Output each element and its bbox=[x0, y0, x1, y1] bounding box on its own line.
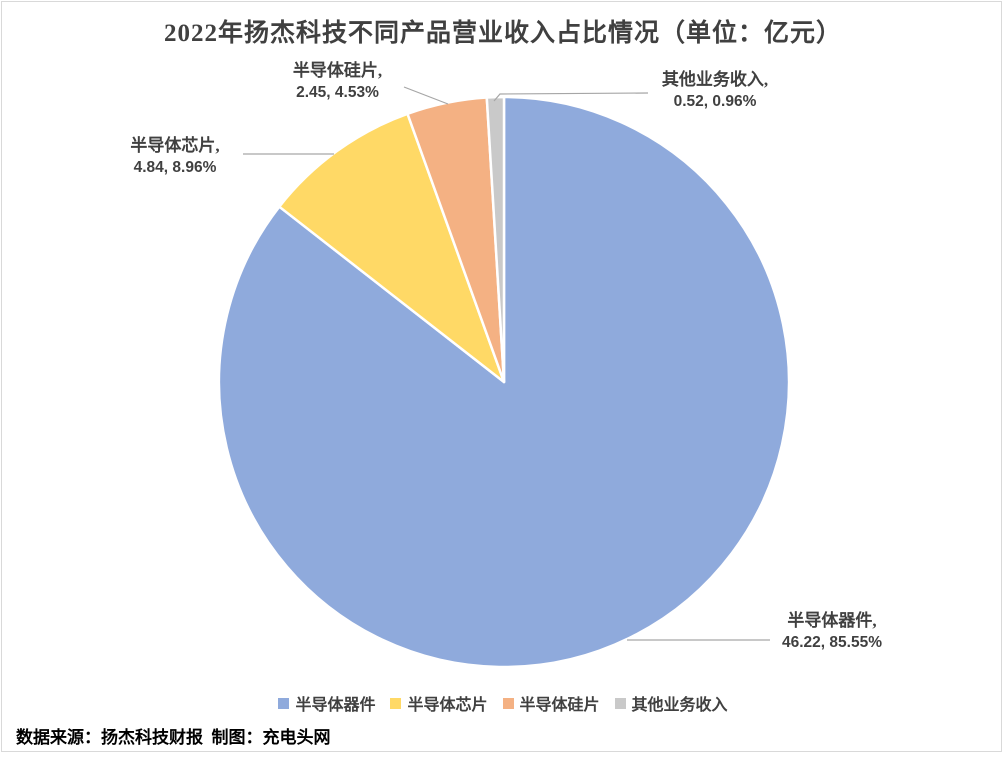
legend: 半导体器件 半导体芯片 半导体硅片 其他业务收入 bbox=[0, 691, 1006, 715]
leader-lines bbox=[243, 86, 770, 641]
legend-item-guipian: 半导体硅片 bbox=[502, 691, 600, 715]
legend-item-qijian: 半导体器件 bbox=[278, 691, 375, 715]
data-label-qijian-value: 46.22, 85.55% bbox=[782, 634, 882, 651]
data-label-xinpian-value: 4.84, 8.96% bbox=[133, 159, 217, 176]
legend-swatch-guipian bbox=[502, 697, 514, 709]
data-label-qita-value: 0.52, 0.96% bbox=[673, 93, 757, 110]
data-label-qita-name: 其他业务收入, bbox=[661, 70, 769, 89]
legend-label-qita: 其他业务收入 bbox=[631, 697, 728, 714]
leader-line-guipian bbox=[403, 86, 449, 105]
data-label-qita: 其他业务收入, 0.52, 0.96% bbox=[645, 69, 785, 113]
leader-line-qita bbox=[493, 92, 649, 102]
legend-swatch-qita bbox=[614, 697, 626, 709]
legend-label-xinpian: 半导体芯片 bbox=[407, 697, 488, 714]
data-label-qijian: 半导体器件, 46.22, 85.55% bbox=[757, 610, 907, 654]
data-label-xinpian: 半导体芯片, 4.84, 8.96% bbox=[105, 135, 245, 179]
source-note: 数据来源：扬杰科技财报 制图：充电头网 bbox=[16, 728, 331, 747]
legend-swatch-xinpian bbox=[390, 697, 402, 709]
legend-item-xinpian: 半导体芯片 bbox=[390, 691, 488, 715]
data-label-guipian: 半导体硅片, 2.45, 4.53% bbox=[265, 60, 410, 104]
chart-title: 2022年扬杰科技不同产品营业收入占比情况（单位：亿元） bbox=[163, 20, 842, 47]
data-label-guipian-value: 2.45, 4.53% bbox=[296, 84, 379, 101]
pie-slice-其他业务收入 bbox=[485, 95, 506, 384]
legend-label-guipian: 半导体硅片 bbox=[519, 697, 600, 714]
pie-slice-半导体芯片 bbox=[278, 112, 506, 384]
data-label-xinpian-name: 半导体芯片, bbox=[130, 136, 220, 155]
data-label-qijian-name: 半导体器件, bbox=[787, 611, 877, 630]
legend-swatch-qijian bbox=[278, 697, 290, 709]
legend-label-qijian: 半导体器件 bbox=[295, 697, 376, 714]
data-label-guipian-name: 半导体硅片, bbox=[292, 61, 383, 80]
legend-item-qita: 其他业务收入 bbox=[614, 691, 728, 715]
pie-slices bbox=[217, 95, 791, 669]
